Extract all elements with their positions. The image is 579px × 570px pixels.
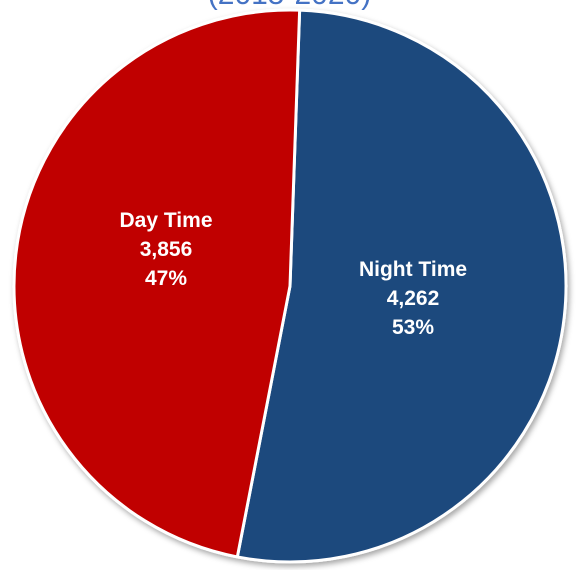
slice-name-night-time: Night Time	[359, 258, 467, 281]
slice-value-day-time: 3,856	[140, 238, 193, 261]
chart-title: (2015-2020)	[0, 0, 579, 12]
slice-label-day-time: Day Time 3,856 47%	[120, 209, 213, 290]
slice-percent-night-time: 53%	[392, 316, 434, 339]
pie-labels: Day Time 3,856 47% Night Time 4,262 53%	[120, 209, 468, 339]
slice-label-night-time: Night Time 4,262 53%	[359, 258, 467, 339]
pie-slice-day-time	[12, 8, 302, 559]
slice-value-night-time: 4,262	[387, 287, 440, 310]
slice-name-day-time: Day Time	[120, 209, 213, 232]
slice-percent-day-time: 47%	[145, 267, 187, 290]
pie-slice-night-time	[235, 8, 568, 564]
pie-slices	[12, 8, 568, 564]
